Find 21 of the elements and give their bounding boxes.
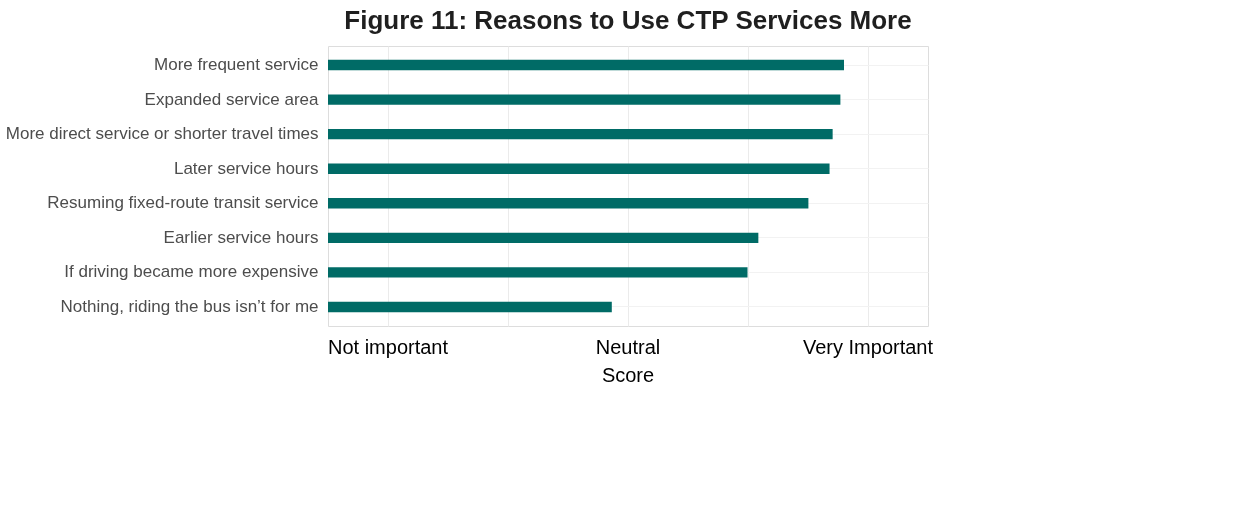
bar bbox=[328, 163, 830, 174]
x-axis-title: Score bbox=[601, 364, 655, 386]
bar bbox=[328, 301, 612, 313]
y-tick-label: Earlier service hours bbox=[163, 227, 319, 247]
y-tick-label: Resuming fixed-route transit service bbox=[47, 193, 319, 213]
y-tick-label: Later service hours bbox=[173, 158, 319, 178]
bar bbox=[328, 128, 833, 140]
y-tick-label: If driving became more expensive bbox=[64, 262, 319, 282]
bar bbox=[328, 267, 748, 278]
text: Neutral bbox=[595, 336, 661, 358]
chart-title: Figure 11: Reasons to Use CTP Services More bbox=[344, 5, 912, 35]
bar bbox=[328, 94, 841, 105]
y-tick-label: More frequent service bbox=[154, 55, 319, 75]
text: Very Important bbox=[802, 336, 934, 358]
bar bbox=[328, 59, 844, 71]
text: Not important bbox=[327, 336, 449, 358]
y-tick-label: Nothing, riding the bus isn’t for me bbox=[60, 296, 319, 316]
bar bbox=[328, 198, 809, 209]
bar bbox=[328, 232, 759, 244]
y-tick-label: Expanded service area bbox=[144, 89, 320, 109]
y-tick-label: More direct service or shorter travel times bbox=[5, 124, 319, 144]
